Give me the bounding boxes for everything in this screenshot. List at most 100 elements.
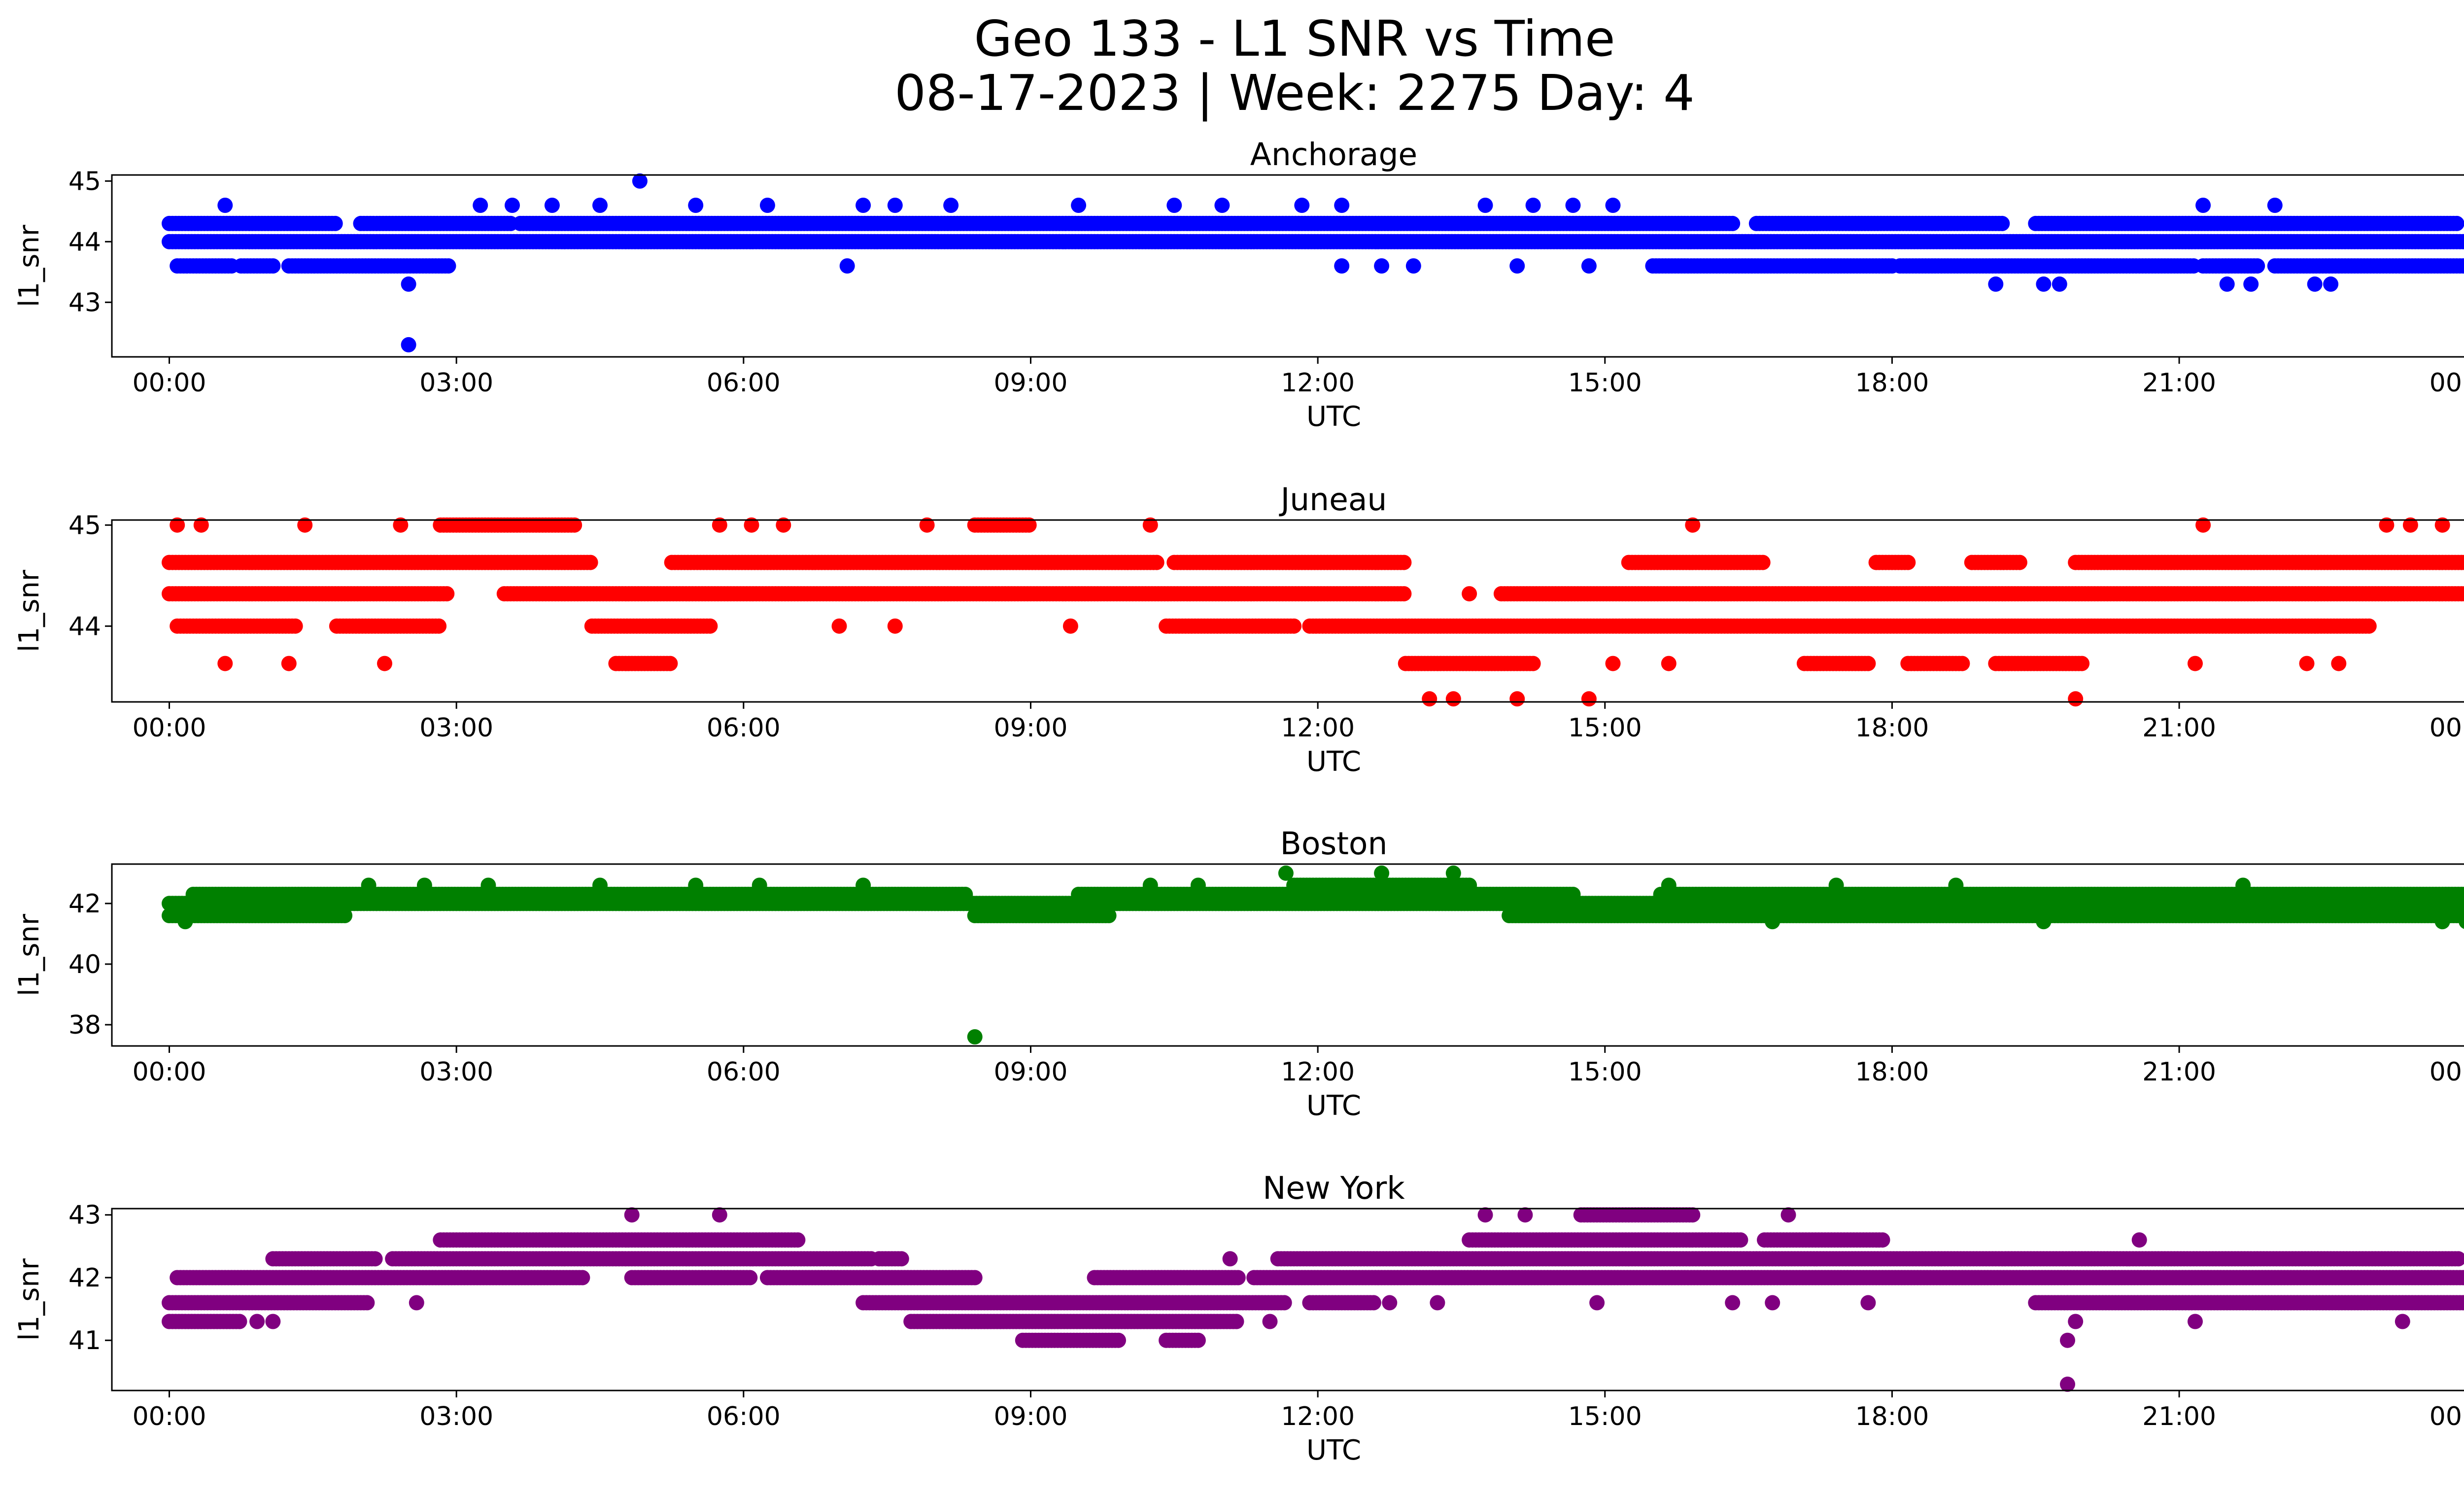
x-tick-label: 12:00 (1281, 713, 1355, 743)
data-points (162, 173, 2464, 352)
x-tick-label: 03:00 (419, 368, 493, 398)
data-point (632, 173, 648, 189)
point-band (664, 555, 1164, 570)
data-point (1021, 517, 1037, 533)
data-point (441, 258, 456, 274)
data-point (702, 618, 718, 634)
point-band (1493, 586, 2464, 602)
subplot-title: Juneau (1279, 482, 1387, 518)
x-tick-label: 18:00 (1855, 368, 1929, 398)
x-tick-label: 00:00 (2430, 368, 2464, 398)
data-point (567, 517, 582, 533)
data-point (327, 215, 343, 231)
data-point (1900, 555, 1916, 570)
point-band (281, 258, 456, 274)
data-point (712, 517, 727, 533)
data-point (2250, 258, 2265, 274)
point-band (1166, 555, 1412, 570)
point-band (513, 215, 1741, 231)
data-point (1581, 258, 1597, 274)
data-points (162, 517, 2464, 707)
data-point (2457, 586, 2464, 602)
x-tick-label: 06:00 (707, 368, 781, 398)
point-band (1964, 555, 2027, 570)
data-point (1142, 517, 1158, 533)
point-band (233, 258, 281, 274)
data-point (2457, 555, 2464, 570)
data-point (2068, 691, 2084, 707)
data-point (1477, 198, 1493, 213)
data-point (281, 656, 297, 671)
point-band (162, 234, 2464, 249)
data-point (1334, 258, 1350, 274)
data-point (1954, 656, 1970, 671)
point-band (584, 618, 718, 634)
data-point (662, 656, 678, 671)
point-band (1398, 656, 1541, 671)
data-point (2074, 656, 2090, 671)
data-point (217, 656, 233, 671)
point-band (608, 656, 678, 671)
data-point (831, 618, 847, 634)
data-point (1286, 618, 1302, 634)
data-point (1525, 656, 1541, 671)
point-band (329, 618, 447, 634)
data-point (1565, 198, 1581, 213)
data-point (2459, 234, 2464, 249)
data-point (377, 656, 392, 671)
data-point (2434, 517, 2450, 533)
point-band (2068, 555, 2464, 570)
point-band (162, 215, 343, 231)
data-point (1725, 215, 1741, 231)
data-point (2459, 258, 2464, 274)
point-band (162, 586, 455, 602)
data-point (1149, 555, 1164, 570)
point-band (496, 586, 1412, 602)
data-point (2379, 517, 2395, 533)
data-point (2361, 618, 2377, 634)
data-point (2195, 517, 2211, 533)
data-point (2219, 276, 2235, 292)
data-point (887, 198, 903, 213)
data-point (1581, 691, 1597, 707)
data-point (744, 517, 759, 533)
data-point (1062, 618, 1078, 634)
data-point (582, 555, 598, 570)
data-point (1405, 258, 1421, 274)
point-band (1988, 656, 2090, 671)
data-point (2307, 276, 2323, 292)
x-tick-label: 03:00 (419, 713, 493, 743)
data-point (431, 618, 447, 634)
data-point (1445, 691, 1461, 707)
x-tick-label: 00:00 (133, 368, 206, 398)
axes-frame (111, 174, 2464, 358)
subplot-title: Boston (1280, 826, 1388, 862)
point-band (2195, 258, 2265, 274)
x-tick-label: 21:00 (2142, 368, 2216, 398)
data-point (1605, 656, 1621, 671)
data-point (856, 198, 871, 213)
data-point (759, 198, 775, 213)
data-point (170, 517, 185, 533)
point-band (2267, 258, 2464, 274)
data-point (544, 198, 560, 213)
x-tick-label: 15:00 (1568, 713, 1642, 743)
point-band (1796, 656, 1876, 671)
x-tick-label: 15:00 (1568, 368, 1642, 398)
data-point (2195, 198, 2211, 213)
data-point (401, 337, 416, 352)
point-band (1892, 258, 2201, 274)
data-point (592, 198, 608, 213)
data-point (1374, 258, 1390, 274)
y-tick-label: 43 (68, 288, 101, 317)
x-tick-label: 12:00 (1281, 368, 1355, 398)
data-point (1525, 198, 1541, 213)
data-point (1605, 198, 1621, 213)
y-axis-label: l1_snr (13, 569, 45, 652)
data-point (2323, 276, 2339, 292)
x-tick-label: 00:00 (133, 713, 206, 743)
axes-frame (111, 519, 2464, 703)
data-point (1214, 198, 1230, 213)
